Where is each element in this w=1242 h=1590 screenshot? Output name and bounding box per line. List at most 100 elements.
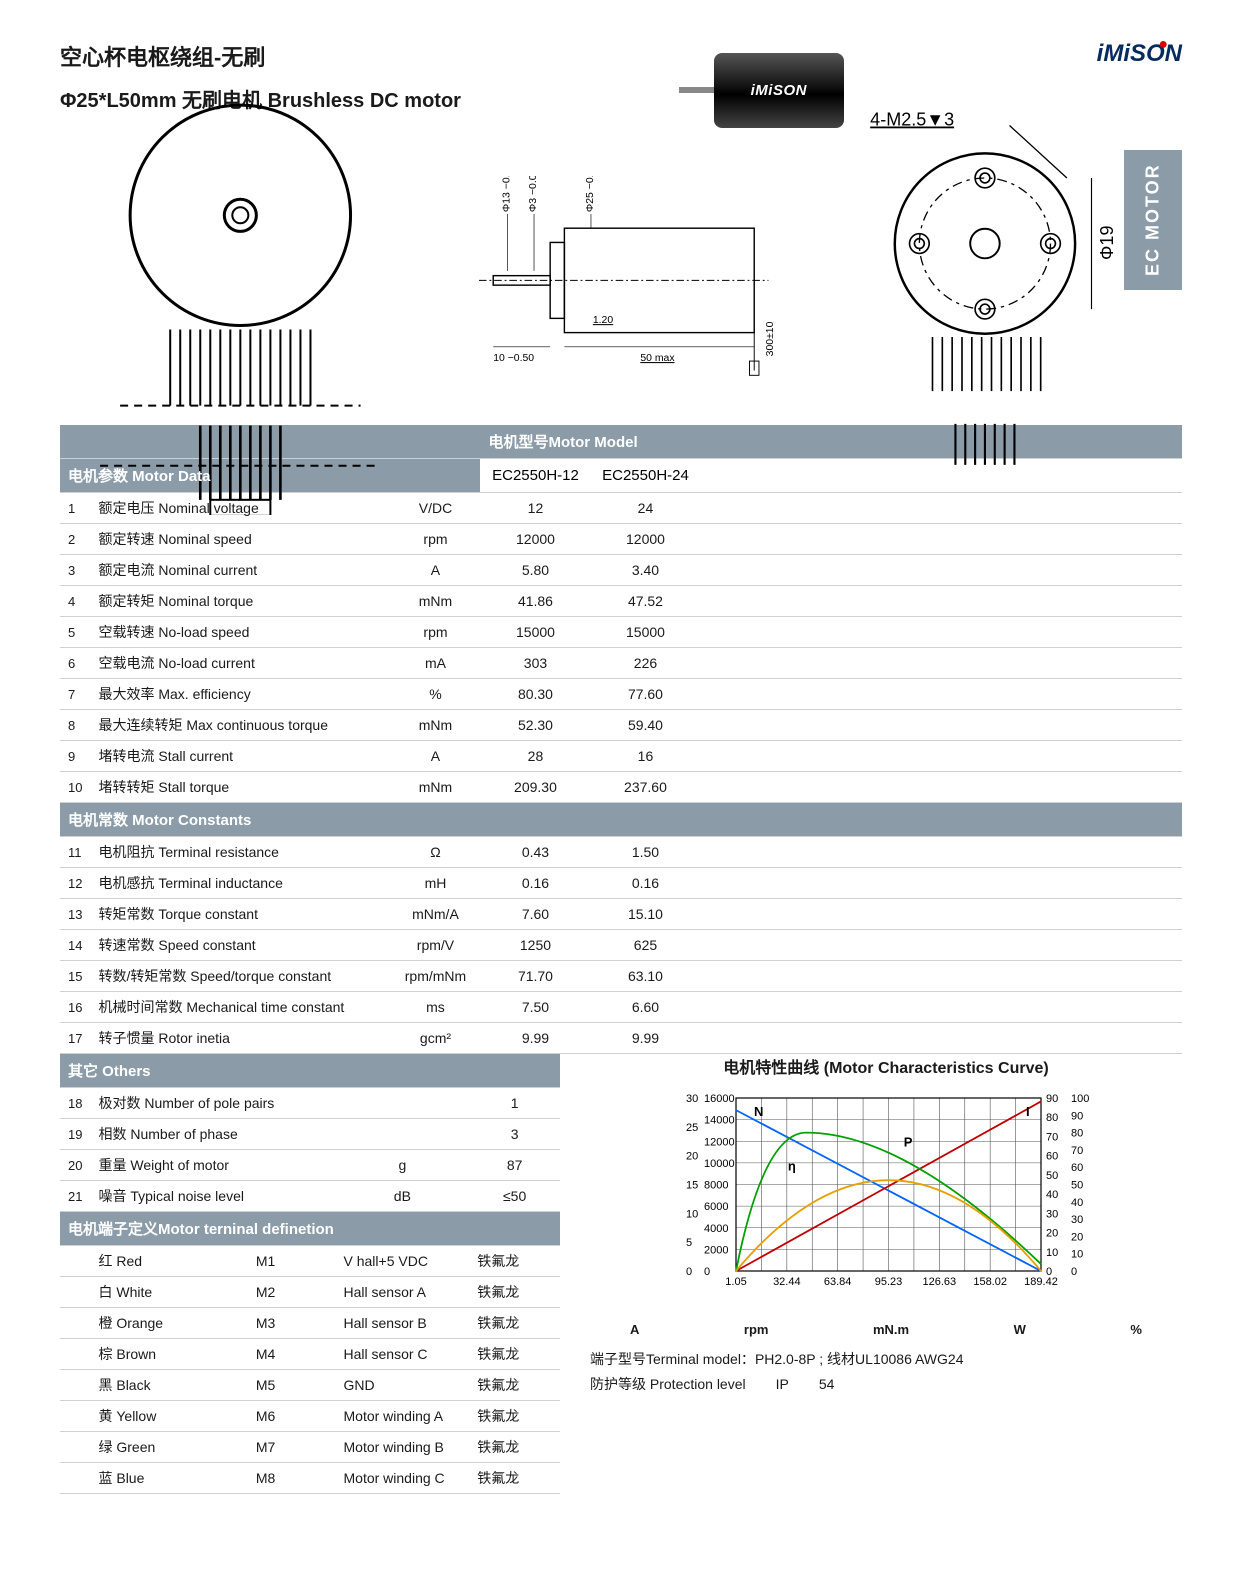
svg-text:14000: 14000	[704, 1115, 735, 1127]
spec-row: 13 转矩常数 Torque constant mNm/A7.6015.10	[60, 899, 1182, 930]
spec-row: 6 空载电流 No-load current mA303226	[60, 648, 1182, 679]
spec-row: 4 额定转矩 Nominal torque mNm41.8647.52	[60, 586, 1182, 617]
spec-value: 41.86	[480, 586, 590, 617]
svg-text:16000: 16000	[704, 1093, 735, 1105]
spec-value: 9.99	[590, 1023, 700, 1054]
brand-logo: iMiSON●	[1097, 40, 1182, 68]
svg-text:40: 40	[1071, 1197, 1083, 1209]
footer-notes: 端子型号Terminal model：PH2.0-8P ; 线材UL10086 …	[590, 1347, 1182, 1397]
lower-section: 其它 Others 18 极对数 Number of pole pairs 1 …	[60, 1054, 1182, 1494]
spec-value: 7.60	[480, 899, 590, 930]
spec-value: 15000	[480, 617, 590, 648]
svg-text:10000: 10000	[704, 1158, 735, 1170]
spec-value: 71.70	[480, 961, 590, 992]
spec-value: 15000	[590, 617, 700, 648]
drawing-side: Φ13 −0.05 Φ3 −0.005 −0.010 Φ25 −0.05 10 …	[441, 176, 802, 394]
svg-text:95.23: 95.23	[875, 1276, 903, 1288]
svg-text:8000: 8000	[704, 1180, 728, 1192]
spec-value: 303	[480, 648, 590, 679]
svg-text:0: 0	[704, 1266, 710, 1278]
drawing-front	[60, 55, 421, 516]
svg-text:1.05: 1.05	[725, 1276, 746, 1288]
spec-row: 16 机械时间常数 Mechanical time constant ms7.5…	[60, 992, 1182, 1023]
svg-text:4-M2.5▼3: 4-M2.5▼3	[871, 110, 955, 130]
spec-row: 8 最大连续转矩 Max continuous torque mNm52.305…	[60, 710, 1182, 741]
svg-text:70: 70	[1046, 1131, 1058, 1143]
others-header-row: 其它 Others	[60, 1054, 560, 1088]
svg-text:Φ13 −0.05: Φ13 −0.05	[501, 176, 512, 212]
logo-dot-icon: ●	[1158, 36, 1168, 54]
svg-text:90: 90	[1071, 1110, 1083, 1122]
terminal-row: 绿 Green M7 Motor winding B 铁氟龙	[60, 1432, 560, 1463]
svg-text:50: 50	[1046, 1170, 1058, 1182]
svg-text:Φ19: Φ19	[1097, 226, 1117, 260]
svg-text:100: 100	[1071, 1093, 1089, 1105]
terminal-row: 棕 Brown M4 Hall sensor C 铁氟龙	[60, 1339, 560, 1370]
model-col-0: EC2550H-12	[480, 459, 590, 493]
svg-text:0: 0	[1071, 1266, 1077, 1278]
spec-value: 47.52	[590, 586, 700, 617]
terminal-header-row: 电机端子定义Motor terninal definetion	[60, 1212, 560, 1246]
spec-value: 63.10	[590, 961, 700, 992]
spec-value: 1.50	[590, 837, 700, 868]
spec-row: 17 转子惯量 Rotor inetia gcm²9.999.99	[60, 1023, 1182, 1054]
spec-value: 52.30	[480, 710, 590, 741]
svg-text:70: 70	[1071, 1145, 1083, 1157]
motor-cylinder-icon: iMiSON	[714, 53, 844, 128]
spec-row: 1 额定电压 Nominal voltage V/DC1224	[60, 493, 1182, 524]
svg-text:N: N	[754, 1104, 763, 1119]
svg-text:2000: 2000	[704, 1244, 728, 1256]
technical-drawings: Φ13 −0.05 Φ3 −0.005 −0.010 Φ25 −0.05 10 …	[60, 160, 1182, 410]
svg-text:50 max: 50 max	[640, 353, 675, 364]
model-col-1: EC2550H-24	[590, 459, 700, 493]
svg-text:I: I	[1026, 1104, 1030, 1119]
svg-text:5: 5	[686, 1237, 692, 1249]
svg-text:30: 30	[1046, 1208, 1058, 1220]
spec-row: 19 相数 Number of phase 3	[60, 1119, 560, 1150]
spec-value: 28	[480, 741, 590, 772]
spec-row: 2 额定转速 Nominal speed rpm1200012000	[60, 524, 1182, 555]
svg-text:20: 20	[1071, 1231, 1083, 1243]
spec-row: 14 转速常数 Speed constant rpm/V1250625	[60, 930, 1182, 961]
terminal-row: 白 White M2 Hall sensor A 铁氟龙	[60, 1277, 560, 1308]
spec-row: 9 堵转电流 Stall current A2816	[60, 741, 1182, 772]
spec-value: 77.60	[590, 679, 700, 710]
svg-text:0: 0	[686, 1266, 692, 1278]
spec-value: 59.40	[590, 710, 700, 741]
spec-value: 5.80	[480, 555, 590, 586]
spec-value: 0.43	[480, 837, 590, 868]
spec-value: 226	[590, 648, 700, 679]
svg-text:60: 60	[1071, 1162, 1083, 1174]
svg-text:6000: 6000	[704, 1201, 728, 1213]
svg-text:80: 80	[1046, 1112, 1058, 1124]
svg-text:20: 20	[686, 1151, 698, 1163]
svg-text:50: 50	[1071, 1180, 1083, 1192]
spec-value: 3.40	[590, 555, 700, 586]
svg-text:30: 30	[1071, 1214, 1083, 1226]
svg-text:80: 80	[1071, 1128, 1083, 1140]
svg-text:4000: 4000	[704, 1223, 728, 1235]
spec-value: 12	[480, 493, 590, 524]
terminal-row: 黑 Black M5 GND 铁氟龙	[60, 1370, 560, 1401]
svg-text:P: P	[904, 1134, 913, 1149]
spec-table: 电机型号Motor Model 电机参数 Motor Data EC2550H-…	[60, 425, 1182, 1054]
spec-row: 12 电机感抗 Terminal inductance mH0.160.16	[60, 868, 1182, 899]
svg-text:10: 10	[686, 1208, 698, 1220]
svg-text:Φ25 −0.05: Φ25 −0.05	[585, 176, 596, 212]
svg-text:126.63: 126.63	[923, 1276, 957, 1288]
svg-text:10: 10	[1071, 1249, 1083, 1261]
svg-text:Φ3 −0.005 −0.010: Φ3 −0.005 −0.010	[528, 176, 539, 212]
spec-value: 12000	[590, 524, 700, 555]
svg-text:158.02: 158.02	[973, 1276, 1007, 1288]
svg-text:40: 40	[1046, 1189, 1058, 1201]
spec-value: 6.60	[590, 992, 700, 1023]
spec-row: 18 极对数 Number of pole pairs 1	[60, 1088, 560, 1119]
terminal-row: 黄 Yellow M6 Motor winding A 铁氟龙	[60, 1401, 560, 1432]
svg-text:32.44: 32.44	[773, 1276, 801, 1288]
spec-row: 7 最大效率 Max. efficiency %80.3077.60	[60, 679, 1182, 710]
terminal-row: 红 Red M1 V hall+5 VDC 铁氟龙	[60, 1246, 560, 1277]
svg-text:1.20: 1.20	[593, 315, 614, 326]
category-sidebar: EC MOTOR	[1124, 150, 1182, 290]
spec-row: 11 电机阻抗 Terminal resistance Ω0.431.50	[60, 837, 1182, 868]
svg-text:15: 15	[686, 1180, 698, 1192]
